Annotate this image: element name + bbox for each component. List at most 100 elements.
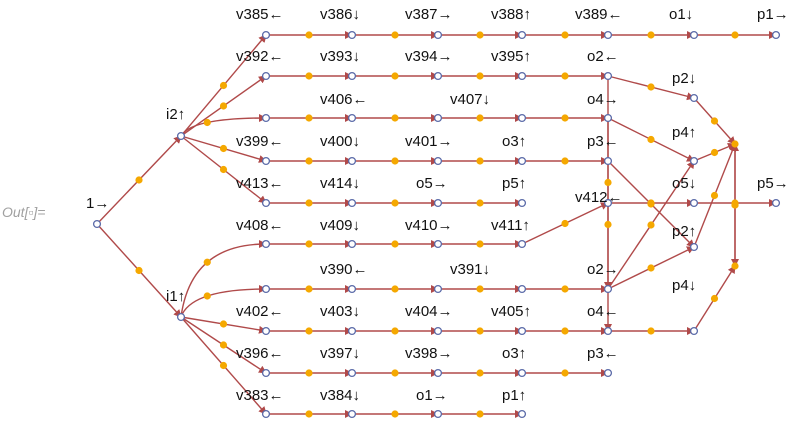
vertex-label-v396: v396← [236, 345, 284, 362]
edge-midpoint [219, 341, 228, 349]
edge-midpoint [305, 157, 313, 165]
vertex-d2 [347, 156, 357, 166]
vertex-d5 [603, 156, 613, 166]
vertex-label-o4b: o4← [587, 303, 619, 320]
vertex-label-v404: v404→ [405, 303, 453, 320]
vertex-label-v397: v397↓ [320, 345, 360, 362]
edge-midpoint [135, 176, 143, 184]
vertex-h4 [517, 326, 527, 336]
vertex-label-p2b: p2↑ [672, 223, 696, 240]
vertex-p5 [771, 198, 781, 208]
vertex-label-v391: v391↓ [450, 261, 490, 278]
vertex-p2u [689, 242, 699, 252]
edge-midpoint [561, 327, 569, 335]
edge-midpoint [710, 191, 719, 200]
vertex-i_5 [603, 368, 613, 378]
vertex-label-v407: v407↓ [450, 91, 490, 108]
edge-midpoint [391, 327, 399, 335]
vertex-label-v408: v408← [236, 217, 284, 234]
vertex-label-v411: v411↑ [491, 217, 530, 234]
edge-midpoint [219, 144, 228, 153]
vertex-label-p3b: p3← [587, 345, 619, 362]
edge-midpoint [710, 117, 719, 125]
vertex-i_1 [261, 368, 271, 378]
vertex-label-o5: o5→ [416, 175, 448, 192]
merge-point [731, 140, 739, 148]
vertex-label-v414: v414↓ [320, 175, 360, 192]
vertex-i_2 [347, 368, 357, 378]
vertex-a4 [517, 30, 527, 40]
vertex-label-v403: v403↓ [320, 303, 360, 320]
edge-midpoint [203, 118, 211, 127]
edge-midpoint [135, 266, 143, 275]
edge-midpoint [219, 102, 228, 110]
vertex-label-v387: v387→ [405, 6, 453, 23]
edge-midpoint [305, 327, 313, 335]
vertex-label-v398: v398→ [405, 345, 453, 362]
vertex-g1 [261, 284, 271, 294]
vertex-label-v410: v410→ [405, 217, 453, 234]
edge-midpoint [391, 31, 399, 39]
edge-midpoint [391, 199, 399, 207]
vertex-c2 [347, 113, 357, 123]
vertex-label-o2b: o2→ [587, 261, 619, 278]
edge-midpoint [476, 157, 484, 165]
edge-midpoint [476, 31, 484, 39]
edge-midpoint [731, 31, 739, 39]
edge-midpoint [391, 72, 399, 80]
vertex-label-v399: v399← [236, 133, 284, 150]
vertex-label-o1b: o1→ [416, 387, 448, 404]
edge-midpoint [476, 72, 484, 80]
vertex-i_3 [433, 368, 443, 378]
vertex-label-v395: v395↑ [491, 48, 531, 65]
vertex-b3 [433, 71, 443, 81]
vertex-label-o5b: o5↓ [672, 175, 696, 192]
vertex-h1 [261, 326, 271, 336]
vertex-a1 [261, 30, 271, 40]
edge-midpoint [561, 219, 569, 228]
edge-midpoint [219, 81, 228, 90]
edge-midpoint [476, 410, 484, 418]
edge-midpoint [391, 369, 399, 377]
vertex-g6 [689, 326, 699, 336]
edge-midpoint [391, 285, 399, 293]
vertex-f2 [347, 239, 357, 249]
vertex-label-p4a: p4↑ [672, 124, 696, 141]
edge-midpoint [731, 201, 739, 209]
vertex-labels: 1→ i2↑ i1↑ v385← v386↓ v387→ v388↑ v389← o1↓ p1→ v… [86, 6, 789, 404]
edge-midpoint [203, 258, 211, 266]
vertex-label-p2a: p2↓ [672, 70, 696, 87]
vertex-i_4 [517, 368, 527, 378]
vertex-label-p1b: p1↑ [502, 387, 526, 404]
output-label: Out[▫]= [2, 204, 46, 220]
vertex-label-p1a: p1→ [757, 6, 789, 23]
edge-midpoint [561, 114, 569, 122]
edge-midpoint [305, 285, 313, 293]
edge-midpoint [476, 285, 484, 293]
vertex-j1 [261, 409, 271, 419]
edge-midpoint [647, 135, 655, 144]
vertex-i2 [176, 131, 186, 141]
edge-midpoint [647, 31, 655, 39]
vertex-label-v388: v388↑ [491, 6, 531, 23]
edge-midpoint [391, 157, 399, 165]
vertex-label-v384: v384↓ [320, 387, 360, 404]
edge-midpoint [710, 294, 719, 303]
vertex-label-v405: v405↑ [491, 303, 531, 320]
edge-midpoint [305, 369, 313, 377]
edge-midpoint [561, 72, 569, 80]
vertex-i1 [176, 312, 186, 322]
vertex-label-v406: v406← [320, 91, 368, 108]
edge-midpoint [561, 369, 569, 377]
vertex-f3 [433, 239, 443, 249]
vertex-label-v413: v413← [236, 175, 284, 192]
edge-midpoint [647, 221, 655, 229]
vertex-b1 [261, 71, 271, 81]
vertex-label-i1: i1↑ [166, 288, 185, 305]
vertex-a3 [433, 30, 443, 40]
vertex-label-1: 1→ [86, 195, 109, 212]
vertex-v412 [603, 198, 613, 208]
vertex-e2 [347, 198, 357, 208]
vertex-label-i2: i2↑ [166, 106, 185, 123]
edge-midpoints [135, 31, 739, 418]
